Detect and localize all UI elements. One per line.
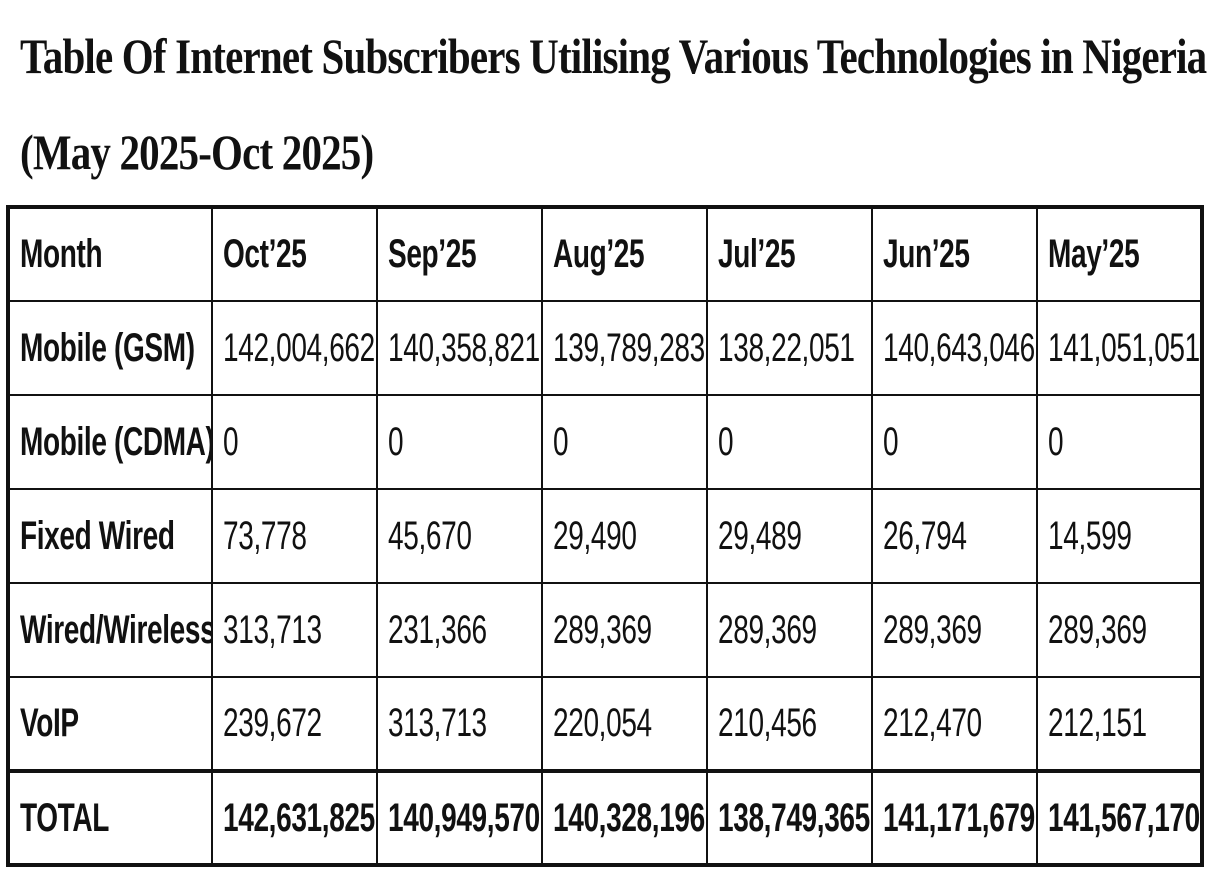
table-row-mobile-cdma: Mobile (CDMA) 0 0 0 0 0 0 [7, 394, 1203, 490]
table-cell: 239,672 [211, 676, 378, 772]
table-cell: 142,004,662 [211, 300, 378, 396]
header-cell-oct: Oct’25 [211, 206, 378, 302]
page-subtitle: (May 2025-Oct 2025) [20, 124, 374, 180]
table-cell: 141,051,051 [1036, 300, 1203, 396]
table-cell: 289,369 [871, 582, 1038, 678]
row-label: Mobile (GSM) [7, 300, 213, 396]
title-block: Table Of Internet Subscribers Utilising … [20, 8, 1207, 200]
table-cell: 29,490 [541, 488, 708, 584]
table-cell: 313,713 [211, 582, 378, 678]
table-header-row: Month Oct’25 Sep’25 Aug’25 Jul’25 Jun’25… [7, 206, 1203, 302]
table-cell: 141,171,679 [871, 769, 1038, 866]
page-title: Table Of Internet Subscribers Utilising … [20, 28, 1207, 84]
table-cell: 140,643,046 [871, 300, 1038, 396]
table-cell: 139,789,283 [541, 300, 708, 396]
table-cell: 231,366 [376, 582, 543, 678]
subscribers-table: Month Oct’25 Sep’25 Aug’25 Jul’25 Jun’25… [6, 205, 1204, 867]
table-cell: 138,22,051 [706, 300, 873, 396]
table-cell: 142,631,825 [211, 769, 378, 866]
table-row-fixed-wired: Fixed Wired 73,778 45,670 29,490 29,489 … [7, 488, 1203, 584]
header-cell-jul: Jul’25 [706, 206, 873, 302]
table-cell: 73,778 [211, 488, 378, 584]
table-cell: 45,670 [376, 488, 543, 584]
table-row-mobile-gsm: Mobile (GSM) 142,004,662 140,358,821 139… [7, 300, 1203, 396]
row-label: Fixed Wired [7, 488, 213, 584]
header-cell-sep: Sep’25 [376, 206, 543, 302]
header-cell-month: Month [7, 206, 213, 302]
table-cell: 29,489 [706, 488, 873, 584]
table-cell: 0 [871, 394, 1038, 490]
table-cell: 220,054 [541, 676, 708, 772]
header-cell-aug: Aug’25 [541, 206, 708, 302]
table-cell: 0 [541, 394, 708, 490]
header-cell-jun: Jun’25 [871, 206, 1038, 302]
table-cell: 0 [706, 394, 873, 490]
row-label: VoIP [7, 676, 213, 772]
table-cell: 212,470 [871, 676, 1038, 772]
table-cell: 138,749,365 [706, 769, 873, 866]
row-label: TOTAL [7, 769, 213, 866]
table-row-total: TOTAL 142,631,825 140,949,570 140,328,19… [7, 769, 1203, 866]
table-cell: 289,369 [1036, 582, 1203, 678]
table-cell: 212,151 [1036, 676, 1203, 772]
table-cell: 289,369 [706, 582, 873, 678]
subscribers-table-container: Month Oct’25 Sep’25 Aug’25 Jul’25 Jun’25… [6, 205, 1204, 867]
header-cell-may: May’25 [1036, 206, 1203, 302]
table-cell: 289,369 [541, 582, 708, 678]
table-row-voip: VoIP 239,672 313,713 220,054 210,456 212… [7, 676, 1203, 772]
table-row-wired-wireless: Wired/Wireless 313,713 231,366 289,369 2… [7, 582, 1203, 678]
table-cell: 141,567,170 [1036, 769, 1203, 866]
row-label: Wired/Wireless [7, 582, 213, 678]
table-cell: 26,794 [871, 488, 1038, 584]
table-cell: 140,358,821 [376, 300, 543, 396]
table-cell: 313,713 [376, 676, 543, 772]
row-label: Mobile (CDMA) [7, 394, 213, 490]
table-cell: 140,328,196 [541, 769, 708, 866]
table-cell: 0 [211, 394, 378, 490]
table-cell: 14,599 [1036, 488, 1203, 584]
table-cell: 210,456 [706, 676, 873, 772]
table-cell: 0 [1036, 394, 1203, 490]
table-cell: 140,949,570 [376, 769, 543, 866]
table-cell: 0 [376, 394, 543, 490]
